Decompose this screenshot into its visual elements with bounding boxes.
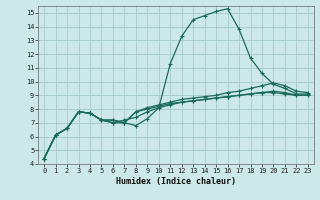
X-axis label: Humidex (Indice chaleur): Humidex (Indice chaleur) bbox=[116, 177, 236, 186]
